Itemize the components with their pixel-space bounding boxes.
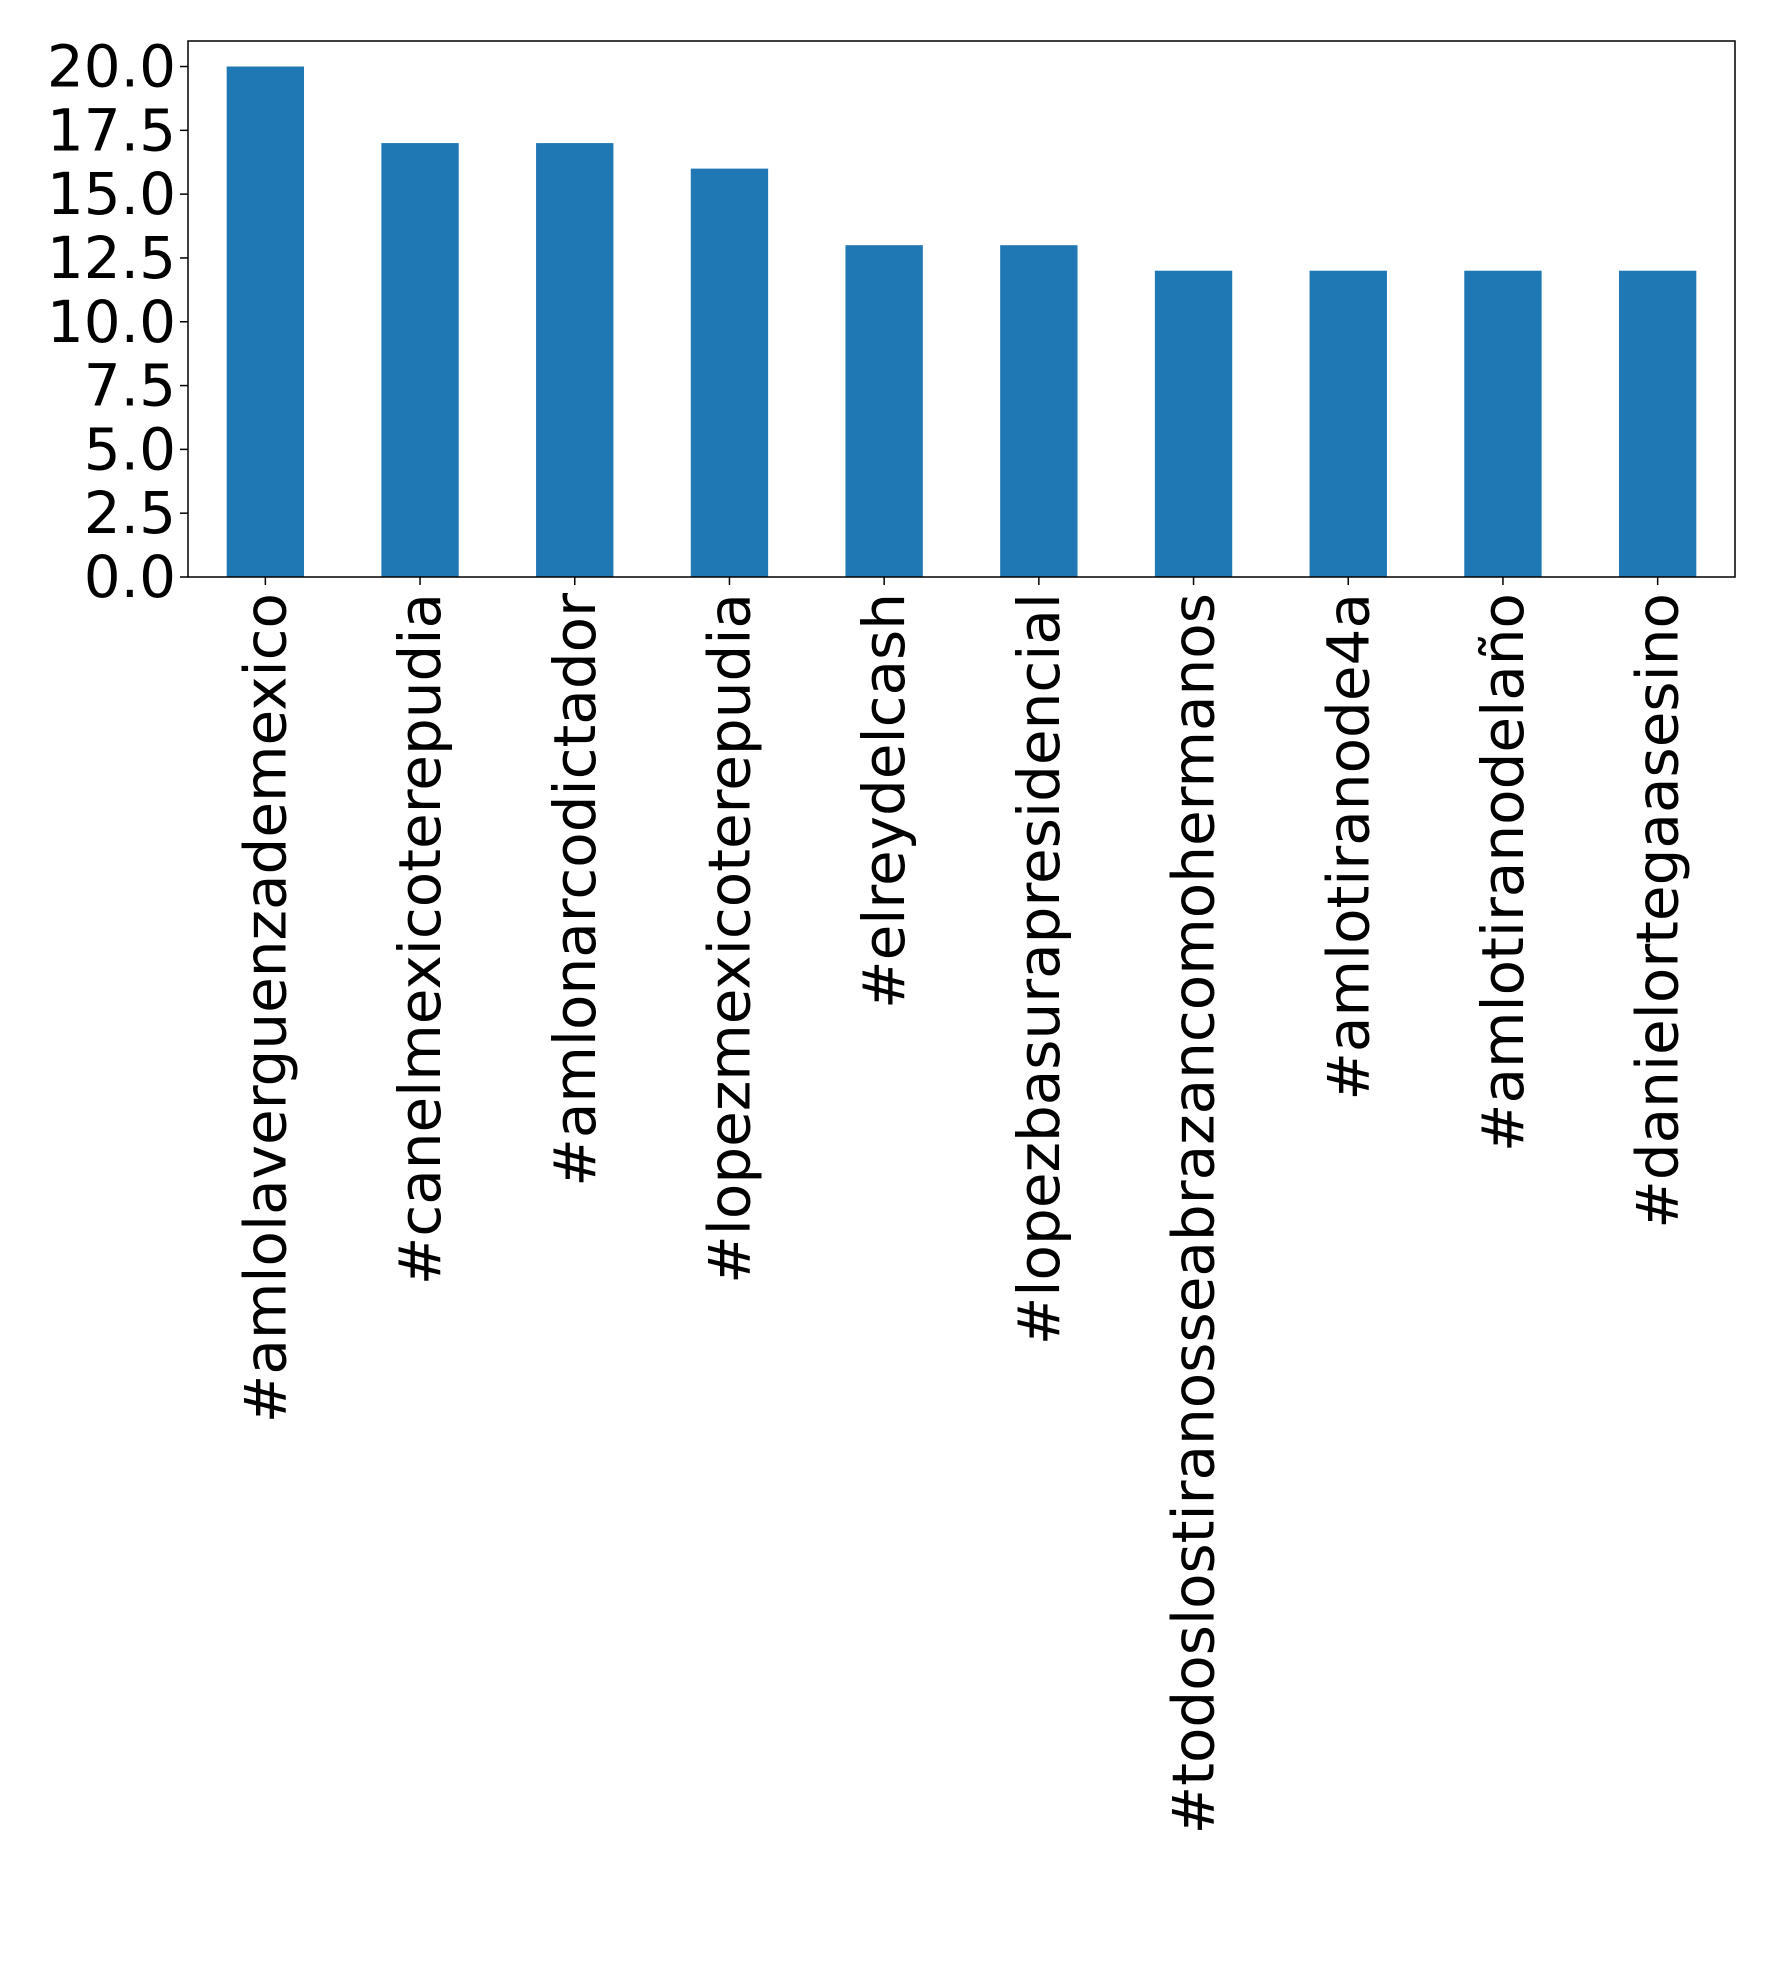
- bar: [1154, 270, 1233, 577]
- x-tick-label: #lopezbasurapresidencial: [1005, 593, 1073, 1345]
- x-tick-label: #amlotiranode4a: [1314, 593, 1382, 1101]
- bar: [381, 143, 459, 577]
- y-tick-label: 15.0: [47, 160, 176, 228]
- x-axis: #amlolaverguenzademexico #canelmexicotere…: [231, 577, 1692, 1834]
- y-tick-label: 17.5: [47, 96, 176, 164]
- x-tick-label: #elreydelcash: [850, 593, 918, 1009]
- y-axis: 0.02.55.07.510.012.515.017.520.0: [47, 33, 188, 611]
- x-tick-label: #amlonarcodictador: [541, 593, 609, 1187]
- y-tick-label: 10.0: [47, 288, 176, 356]
- bar: [1464, 270, 1542, 577]
- x-tick-label: #amlolaverguenzademexico: [231, 593, 299, 1423]
- x-tick-label: #canelmexicoterepudia: [386, 593, 454, 1285]
- bar: [226, 66, 305, 578]
- x-tick-label: #lopezmexicoterepudia: [695, 593, 763, 1284]
- y-tick-label: 7.5: [84, 352, 176, 420]
- y-tick-label: 0.0: [84, 543, 176, 611]
- bar: [1000, 245, 1078, 577]
- y-tick-label: 12.5: [47, 224, 176, 292]
- bars-layer: [226, 66, 1697, 578]
- x-tick-label: #todoslostiranosseabrazancomohermanos: [1160, 593, 1228, 1834]
- bar: [1618, 270, 1697, 577]
- plot-frame: [187, 40, 1736, 578]
- y-tick-label: 5.0: [84, 415, 176, 483]
- bar: [536, 143, 614, 577]
- x-tick-label: #danielortegaasesino: [1624, 593, 1692, 1229]
- bar: [690, 168, 769, 577]
- bar: [1309, 270, 1387, 577]
- y-tick-label: 2.5: [84, 479, 176, 547]
- x-tick-label: #amlotiranodelaño: [1469, 593, 1537, 1152]
- y-tick-label: 20.0: [47, 33, 176, 101]
- bar: [845, 245, 923, 577]
